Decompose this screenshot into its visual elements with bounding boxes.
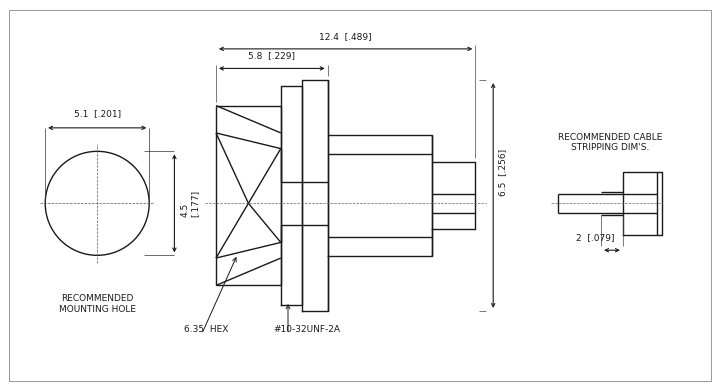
Text: 5.8  [.229]: 5.8 [.229] (248, 52, 295, 61)
Text: 6.35  HEX: 6.35 HEX (184, 325, 228, 334)
Text: RECOMMENDED CABLE
STRIPPING DIM'S.: RECOMMENDED CABLE STRIPPING DIM'S. (559, 133, 662, 152)
Text: 4.5
[.177]: 4.5 [.177] (180, 190, 199, 217)
Text: 12.4  [.489]: 12.4 [.489] (319, 32, 372, 41)
Text: 6.5  [.256]: 6.5 [.256] (498, 148, 507, 196)
Text: 2  [.079]: 2 [.079] (576, 233, 614, 242)
Text: 5.1  [.201]: 5.1 [.201] (73, 109, 121, 118)
Text: RECOMMENDED
MOUNTING HOLE: RECOMMENDED MOUNTING HOLE (59, 294, 135, 314)
Text: #10-32UNF-2A: #10-32UNF-2A (274, 325, 341, 334)
